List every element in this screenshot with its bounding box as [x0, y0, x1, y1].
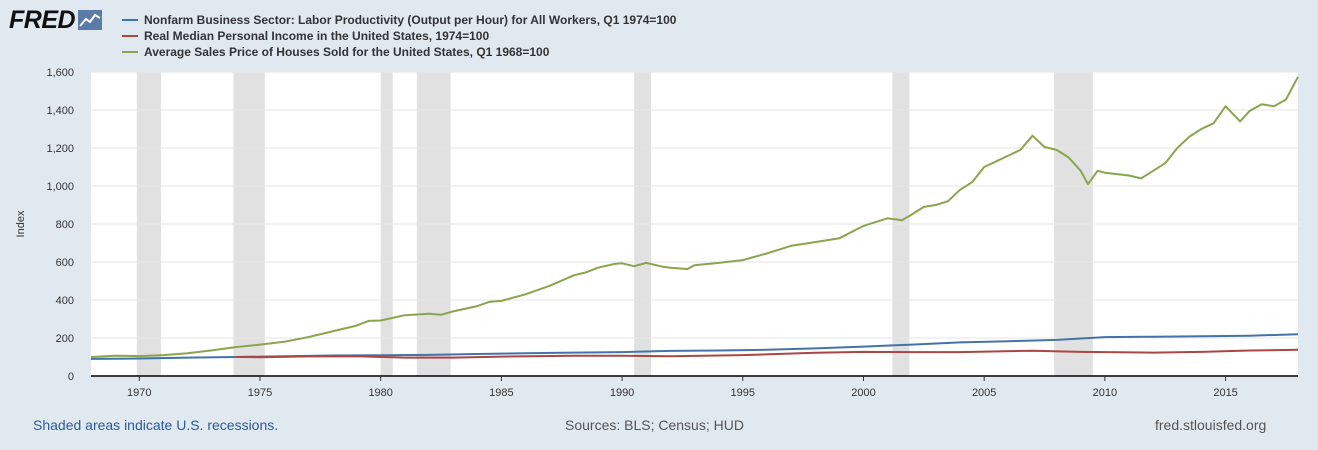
y-tick-label: 800: [56, 219, 74, 231]
legend-label-income: Real Median Personal Income in the Unite…: [144, 29, 490, 43]
y-tick-label: 1,400: [46, 105, 74, 117]
series-lines: [90, 76, 1299, 360]
legend-label-productivity: Nonfarm Business Sector: Labor Productiv…: [144, 13, 677, 27]
legend-swatch-house-price: [122, 51, 138, 53]
legend-label-house-price: Average Sales Price of Houses Sold for t…: [144, 45, 550, 59]
gridlines: [91, 71, 1298, 339]
y-tick-label: 1,600: [46, 67, 74, 79]
recession-note: Shaded areas indicate U.S. recessions.: [33, 417, 279, 433]
y-tick-label: 200: [56, 333, 74, 345]
y-tick-label: 1,200: [46, 143, 74, 155]
x-tick-labels: 1970 1975 1980 1985 1990 1995 2000 2005 2010 2015: [127, 376, 1238, 399]
y-axis-title: Index: [15, 210, 27, 237]
fred-logo-text: FRED: [9, 6, 76, 34]
fred-site-link[interactable]: fred.stlouisfed.org: [1155, 417, 1267, 433]
sources-note: Sources: BLS; Census; HUD: [565, 417, 744, 433]
legend-item-house-price[interactable]: Average Sales Price of Houses Sold for t…: [122, 44, 676, 60]
x-tick-label: 2010: [1093, 387, 1117, 399]
x-tick-label: 1975: [248, 387, 272, 399]
x-tick-label: 1985: [489, 387, 513, 399]
x-tick-label: 2005: [972, 387, 996, 399]
series-line-1[interactable]: [235, 348, 1299, 359]
x-tick-label: 1980: [368, 387, 392, 399]
chart-legend: Nonfarm Business Sector: Labor Productiv…: [122, 12, 676, 60]
legend-swatch-productivity: [122, 19, 138, 21]
x-tick-label: 1990: [610, 387, 634, 399]
x-tick-label: 1995: [731, 387, 755, 399]
y-tick-label: 0: [68, 371, 74, 383]
y-tick-labels: 0 200 400 600 800 1,000 1,200 1,400 1,600: [46, 67, 74, 383]
x-tick-label: 2015: [1213, 387, 1237, 399]
series-line-2[interactable]: [90, 76, 1299, 358]
line-chart-icon: [78, 10, 103, 30]
y-tick-label: 600: [56, 257, 74, 269]
fred-logo[interactable]: FRED: [9, 5, 103, 35]
legend-item-productivity[interactable]: Nonfarm Business Sector: Labor Productiv…: [122, 12, 676, 28]
x-tick-label: 2000: [851, 387, 875, 399]
legend-swatch-income: [122, 35, 138, 37]
x-tick-label: 1970: [127, 387, 151, 399]
legend-item-income[interactable]: Real Median Personal Income in the Unite…: [122, 28, 676, 44]
y-tick-label: 1,000: [46, 181, 74, 193]
y-tick-label: 400: [56, 295, 74, 307]
